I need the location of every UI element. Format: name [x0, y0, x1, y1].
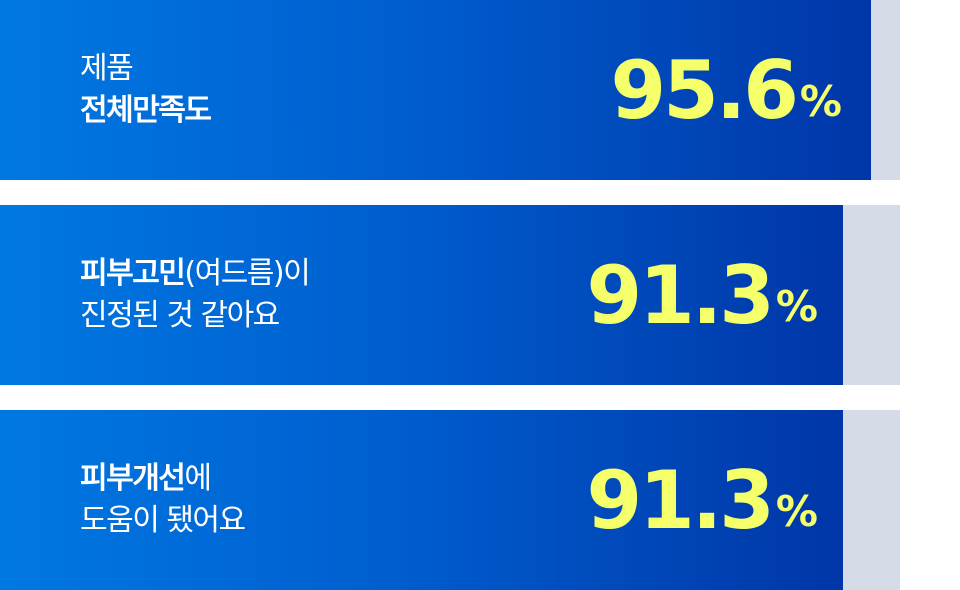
bar-overall-satisfaction: 제품 전체만족도 95.6% [0, 0, 900, 180]
bar-fill [0, 410, 844, 590]
bar-label: 제품 전체만족도 [80, 0, 212, 180]
bar-label: 피부개선에 도움이 됐어요 [80, 410, 246, 590]
bar-label: 피부고민(여드름)이 진정된 것 같아요 [80, 205, 311, 385]
value-number: 95.6 [610, 43, 799, 137]
bar-value: 91.3% [587, 205, 818, 385]
bar-fill [0, 0, 872, 180]
label-normal: 에 [184, 461, 212, 496]
bar-skin-concern-soothed: 피부고민(여드름)이 진정된 것 같아요 91.3% [0, 205, 900, 385]
label-normal: 제품 [80, 51, 134, 86]
bar-fill [0, 205, 844, 385]
bar-value: 91.3% [587, 410, 818, 590]
label-bold: 피부고민 [80, 256, 186, 291]
label-normal: 도움이 됐어요 [80, 503, 246, 538]
value-unit: % [799, 76, 842, 126]
value-number: 91.3 [586, 453, 775, 547]
bar-value: 95.6% [611, 0, 842, 180]
value-unit: % [775, 486, 818, 536]
value-number: 91.3 [586, 248, 775, 342]
bar-skin-improvement: 피부개선에 도움이 됐어요 91.3% [0, 410, 900, 590]
value-unit: % [775, 281, 818, 331]
label-normal: (여드름)이 [184, 256, 310, 291]
label-bold: 전체만족도 [80, 93, 212, 128]
label-bold: 피부개선 [80, 461, 186, 496]
label-normal: 진정된 것 같아요 [80, 298, 280, 333]
